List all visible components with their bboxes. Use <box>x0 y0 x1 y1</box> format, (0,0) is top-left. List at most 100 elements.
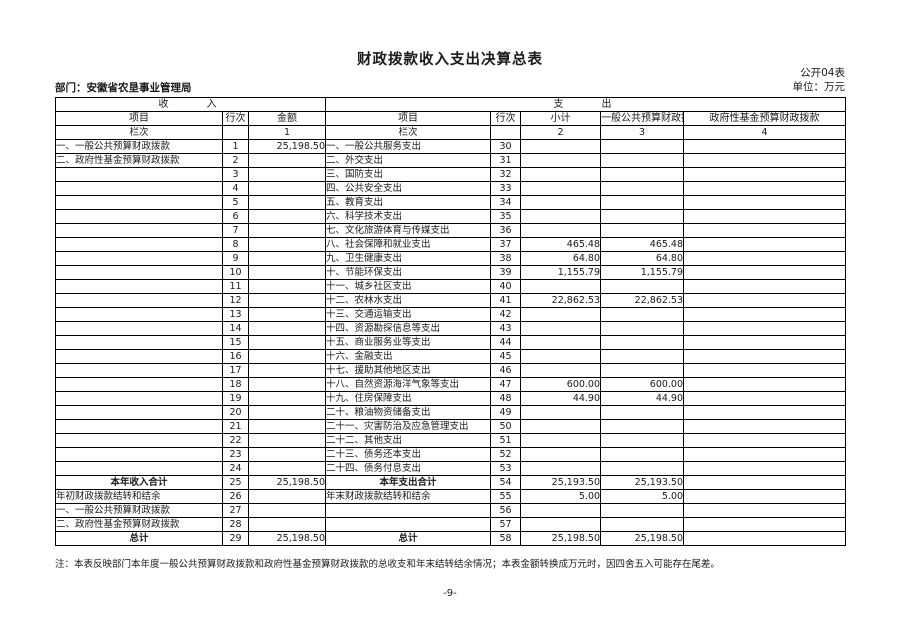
cell-exp-rowno: 37 <box>490 237 522 252</box>
cell-exp-item: 十二、农林水支出 <box>325 293 492 308</box>
cell-exp-item: 五、教育支出 <box>325 195 492 210</box>
cell-exp-gov-fund <box>683 139 847 154</box>
cell-exp-gov-fund <box>683 265 847 280</box>
cell-income-amount <box>247 265 327 280</box>
cell-income-rowno: 19 <box>222 391 249 406</box>
colno-exp-general-public: 3 <box>600 125 685 140</box>
cell-exp-general-public <box>600 335 685 350</box>
table-row: 17 十七、援助其他地区支出 46 <box>55 363 847 378</box>
cell-income-item <box>55 293 223 308</box>
cell-exp-subtotal <box>520 153 602 168</box>
cell-income-item: 年初财政拨款结转和结余 <box>55 489 223 504</box>
cell-exp-item: 年末财政拨款结转和结余 <box>325 489 492 504</box>
cell-exp-rowno: 34 <box>490 195 522 210</box>
cell-income-rowno: 28 <box>222 517 249 532</box>
colno-exp-rowno <box>490 125 522 140</box>
cell-exp-gov-fund <box>683 153 847 168</box>
cell-income-item: 二、政府性基金预算财政拨款 <box>55 517 223 532</box>
table-row: 16 十六、金融支出 45 <box>55 349 847 364</box>
colno-income-rowno <box>222 125 249 140</box>
cell-exp-rowno: 40 <box>490 279 522 294</box>
cell-exp-subtotal <box>520 363 602 378</box>
cell-income-amount <box>247 335 327 350</box>
cell-exp-subtotal: 22,862.53 <box>520 293 602 308</box>
cell-exp-item: 四、公共安全支出 <box>325 181 492 196</box>
cell-exp-item: 二十四、债务付息支出 <box>325 461 492 476</box>
cell-exp-subtotal <box>520 195 602 210</box>
cell-income-amount <box>247 223 327 238</box>
table-row: 23 二十三、债务还本支出 52 <box>55 447 847 462</box>
cell-exp-general-public: 64.80 <box>600 251 685 266</box>
header-exp-subtotal: 小计 <box>520 111 602 126</box>
table-row: 一、一般公共预算财政拨款 27 56 <box>55 503 847 518</box>
table-row: 19 十九、住房保障支出 48 44.90 44.90 <box>55 391 847 406</box>
table-row: 总计 29 25,198.50 总计 58 25,198.50 25,198.50 <box>55 531 847 546</box>
cell-income-amount <box>247 321 327 336</box>
colno-income-item: 栏次 <box>55 125 223 140</box>
cell-income-item <box>55 433 223 448</box>
cell-income-amount <box>247 391 327 406</box>
table-row: 8 八、社会保障和就业支出 37 465.48 465.48 <box>55 237 847 252</box>
form-code: 公开04表 <box>800 67 845 79</box>
cell-income-item: 一、一般公共预算财政拨款 <box>55 139 223 154</box>
cell-exp-subtotal <box>520 279 602 294</box>
cell-exp-item: 十七、援助其他地区支出 <box>325 363 492 378</box>
cell-exp-item: 七、文化旅游体育与传媒支出 <box>325 223 492 238</box>
cell-exp-item <box>325 503 492 518</box>
cell-exp-gov-fund <box>683 321 847 336</box>
cell-exp-subtotal: 64.80 <box>520 251 602 266</box>
cell-income-item <box>55 251 223 266</box>
cell-exp-gov-fund <box>683 209 847 224</box>
cell-exp-rowno: 48 <box>490 391 522 406</box>
cell-exp-general-public <box>600 433 685 448</box>
header-row: 项目 行次 金额 项目 行次 小计 一般公共预算财政拨款 政府性基金预算财政拨款 <box>55 111 847 126</box>
cell-income-rowno: 27 <box>222 503 249 518</box>
cell-exp-gov-fund <box>683 517 847 532</box>
cell-income-amount <box>247 307 327 322</box>
cell-income-item <box>55 321 223 336</box>
header-exp-rowno: 行次 <box>490 111 522 126</box>
department-line: 部门：安徽省农垦事业管理局 <box>55 82 192 94</box>
cell-exp-rowno: 35 <box>490 209 522 224</box>
cell-income-amount: 25,198.50 <box>247 531 327 546</box>
header-exp-gov-fund: 政府性基金预算财政拨款 <box>683 111 847 126</box>
cell-exp-subtotal: 600.00 <box>520 377 602 392</box>
cell-exp-item: 十、节能环保支出 <box>325 265 492 280</box>
cell-income-amount <box>247 349 327 364</box>
cell-income-item <box>55 265 223 280</box>
cell-exp-general-public <box>600 153 685 168</box>
cell-exp-rowno: 42 <box>490 307 522 322</box>
cell-income-item <box>55 363 223 378</box>
cell-exp-gov-fund <box>683 279 847 294</box>
cell-exp-subtotal <box>520 405 602 420</box>
cell-income-amount <box>247 433 327 448</box>
cell-income-rowno: 20 <box>222 405 249 420</box>
cell-exp-subtotal: 465.48 <box>520 237 602 252</box>
cell-exp-subtotal <box>520 517 602 532</box>
cell-exp-subtotal <box>520 307 602 322</box>
cell-income-rowno: 5 <box>222 195 249 210</box>
colno-exp-item: 栏次 <box>325 125 492 140</box>
cell-exp-rowno: 36 <box>490 223 522 238</box>
table-row: 4 四、公共安全支出 33 <box>55 181 847 196</box>
colno-income-amount: 1 <box>247 125 327 140</box>
cell-income-amount <box>247 209 327 224</box>
cell-exp-item: 十八、自然资源海洋气象等支出 <box>325 377 492 392</box>
cell-income-rowno: 29 <box>222 531 249 546</box>
cell-exp-item: 二十一、灾害防治及应急管理支出 <box>325 419 492 434</box>
table-header: 收 入 支 出 项目 行次 金额 项目 行次 小计 一般公共预算财政拨款 政府性… <box>54 97 847 140</box>
cell-exp-rowno: 32 <box>490 167 522 182</box>
cell-exp-gov-fund <box>683 475 847 490</box>
cell-income-rowno: 9 <box>222 251 249 266</box>
cell-income-rowno: 14 <box>222 321 249 336</box>
cell-exp-item: 十五、商业服务业等支出 <box>325 335 492 350</box>
cell-exp-subtotal <box>520 321 602 336</box>
table-row: 15 十五、商业服务业等支出 44 <box>55 335 847 350</box>
cell-exp-general-public: 22,862.53 <box>600 293 685 308</box>
cell-exp-item: 一、一般公共服务支出 <box>325 139 492 154</box>
table-row: 12 十二、农林水支出 41 22,862.53 22,862.53 <box>55 293 847 308</box>
cell-exp-subtotal <box>520 181 602 196</box>
cell-exp-rowno: 38 <box>490 251 522 266</box>
table-row: 年初财政拨款结转和结余 26 年末财政拨款结转和结余 55 5.00 5.00 <box>55 489 847 504</box>
